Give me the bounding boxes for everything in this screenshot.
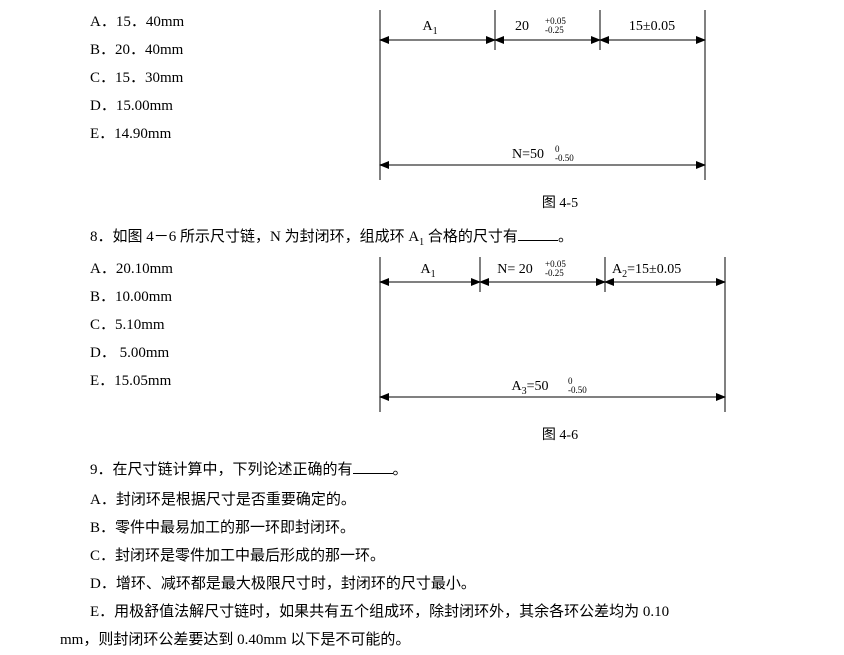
fig46-a2v: =15±0.05 [627, 262, 681, 277]
q8-stem: 8．如图 4－6 所示尺寸链，N 为封闭环，组成环 A1 合格的尺寸有。 [90, 225, 804, 251]
fig46-a1s: 1 [431, 269, 436, 280]
fig45-a1-sub: 1 [433, 26, 438, 37]
fig45-n-tlo: -0.50 [555, 153, 574, 163]
fig-4-5-svg: A1 20 +0.05 -0.25 15±0.05 N=50 0 -0.50 [350, 10, 730, 185]
fig46-a3-tlo: -0.50 [568, 385, 587, 395]
q8-opt-a: A．20.10mm [60, 257, 350, 281]
q9-opt-e-1: E．用极舒值法解尺寸链时，如果共有五个组成环，除封闭环外，其余各环公差均为 0.… [60, 600, 804, 624]
q9-opt-b: B．零件中最易加工的那一环即封闭环。 [60, 516, 804, 540]
q9-opt-c: C．封闭环是零件加工中最后形成的那一环。 [60, 544, 804, 568]
q7-opt-a: A．15．40mm [60, 10, 350, 34]
q9-opt-e-2: mm，则封闭环公差要达到 0.40mm 以下是不可能的。 [60, 628, 804, 652]
fig46-n: N= 20 [497, 262, 533, 277]
q7-options: A．15．40mm B．20．40mm C．15．30mm D．15.00mm … [60, 10, 350, 150]
q9-stem-end: 。 [393, 462, 408, 478]
q7-opt-e: E．14.90mm [60, 122, 350, 146]
q7-row: A．15．40mm B．20．40mm C．15．30mm D．15.00mm … [60, 10, 804, 215]
fig46-a3v: =50 [527, 379, 549, 394]
q8-opt-c: C．5.10mm [60, 313, 350, 337]
q7-opt-c: C．15．30mm [60, 66, 350, 90]
q8-opt-b: B．10.00mm [60, 285, 350, 309]
q8-stem-end: 。 [558, 229, 573, 245]
fig-4-6-caption: 图 4-6 [350, 425, 770, 447]
fig45-mid-tlo: -0.25 [545, 25, 564, 35]
q7-opt-b: B．20．40mm [60, 38, 350, 62]
q9-opt-a: A．封闭环是根据尺寸是否重要确定的。 [60, 488, 804, 512]
q8-stem-post: 合格的尺寸有 [424, 229, 518, 245]
fig45-n: N=50 [512, 147, 544, 162]
figure-4-6: A1 N= 20 +0.05 -0.25 A2=15±0.05 A3=50 0 … [350, 257, 770, 447]
fig45-right: 15±0.05 [629, 19, 675, 34]
q8-row: A．20.10mm B．10.00mm C．5.10mm D． 5.00mm E… [60, 257, 804, 447]
figure-4-5: A1 20 +0.05 -0.25 15±0.05 N=50 0 -0.50 图… [350, 10, 770, 215]
svg-text:A2=15±0.05: A2=15±0.05 [612, 262, 681, 280]
q7-opt-d: D．15.00mm [60, 94, 350, 118]
fig-4-6-svg: A1 N= 20 +0.05 -0.25 A2=15±0.05 A3=50 0 … [350, 257, 750, 417]
fig46-n-tlo: -0.25 [545, 268, 564, 278]
q9-opt-d: D．增环、减环都是最大极限尺寸时，封闭环的尺寸最小。 [60, 572, 804, 596]
q8-blank [518, 226, 558, 241]
q8-opt-d: D． 5.00mm [60, 341, 350, 365]
svg-text:A3=50: A3=50 [511, 379, 548, 397]
q8-opt-e: E．15.05mm [60, 369, 350, 393]
q8-options: A．20.10mm B．10.00mm C．5.10mm D． 5.00mm E… [60, 257, 350, 397]
svg-text:A1: A1 [422, 19, 437, 37]
fig-4-5-caption: 图 4-5 [350, 193, 770, 215]
q9-stem: 9．在尺寸链计算中，下列论述正确的有 。 [90, 458, 804, 482]
q9-stem-text: 9．在尺寸链计算中，下列论述正确的有 [90, 462, 353, 478]
svg-text:A1: A1 [420, 262, 435, 280]
q9-blank [353, 459, 393, 474]
q8-stem-pre: 8．如图 4－6 所示尺寸链，N 为封闭环，组成环 A [90, 229, 419, 245]
fig45-mid: 20 [515, 19, 529, 34]
